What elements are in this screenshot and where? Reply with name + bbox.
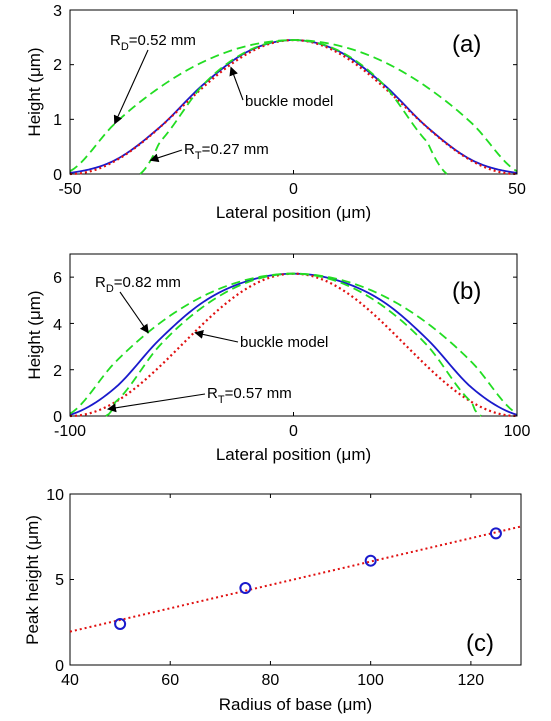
panel-b-xtick-label: -100	[54, 423, 86, 440]
panel-a-annotation-arrow	[229, 66, 244, 101]
panel-a-rd-annotation: RD=0.52 mm	[110, 32, 196, 53]
panel-c-data-point	[239, 582, 252, 595]
panel-c-xtick-label: 60	[161, 672, 179, 689]
panel-c-xtick-label: 100	[357, 672, 384, 689]
panel-c-fit-line	[69, 525, 522, 633]
panel-c-data-point	[114, 617, 127, 630]
panel-b-ytick-label: 6	[53, 270, 62, 287]
panel-a-label: (a)	[452, 31, 481, 58]
panel-b-rd-annotation: RD=0.82 mm	[95, 274, 181, 295]
panel-b-series-rt	[105, 272, 482, 417]
panel-a-series-rt	[139, 39, 448, 175]
panel-a-ytick-label: 1	[53, 112, 62, 129]
panel-b-xtick-label: 100	[504, 423, 531, 440]
panel-b-chart: 0 2 4 6 -100 0 100 Lateral position (μm)…	[25, 253, 531, 464]
panel-a-ytick-label: 3	[53, 3, 62, 20]
panel-c-data-point	[489, 527, 502, 540]
panel-b-x-axis-label: Lateral position (μm)	[216, 445, 371, 464]
panel-c-xtick-label: 80	[262, 672, 280, 689]
panel-b-y-axis-label: Height (μm)	[25, 290, 44, 379]
panel-b-annotation-arrow	[119, 291, 149, 334]
panel-c-x-axis-label: Radius of base (μm)	[219, 695, 372, 714]
panel-c-xtick-label: 120	[457, 672, 484, 689]
panel-c-label: (c)	[466, 630, 494, 657]
panel-b-ytick-label: 2	[53, 363, 62, 380]
panel-b-rt-annotation: RT=0.57 mm	[207, 385, 292, 406]
panel-c-xtick-label: 40	[61, 672, 79, 689]
panel-b-label: (b)	[452, 278, 481, 305]
panel-b-ytick-label: 0	[53, 409, 62, 426]
panel-c-ytick-label: 0	[55, 658, 64, 675]
panel-c-ytick-label: 5	[55, 572, 64, 589]
panel-a-y-axis-label: Height (μm)	[25, 47, 44, 136]
panel-a-xtick-label: 50	[508, 181, 526, 198]
panel-c-y-axis-label: Peak height (μm)	[23, 515, 42, 645]
panel-a-ytick-label: 0	[53, 167, 62, 184]
panel-a-annotation-arrow	[113, 49, 149, 125]
panel-c-ytick-label: 10	[46, 487, 64, 504]
panel-b-xtick-label: 0	[289, 423, 298, 440]
panel-a-ytick-label: 2	[53, 57, 62, 74]
panel-a-rt-annotation: RT=0.27 mm	[184, 141, 269, 162]
panel-c-data-point	[364, 554, 377, 567]
panel-a-xtick-label: 0	[289, 181, 298, 198]
panel-a-buckle-annotation: buckle model	[245, 93, 333, 110]
panel-a-chart: 0 1 2 3 -50 0 50 Lateral position (μm) H…	[25, 3, 526, 222]
panel-b-buckle-annotation: buckle model	[240, 334, 328, 351]
panel-a-annotation-arrow	[149, 149, 183, 163]
panel-c-chart: 0 5 10 40 60 80 100 120 Radius of base (…	[23, 487, 522, 714]
panel-b-ytick-label: 4	[53, 317, 62, 334]
panel-a-xtick-label: -50	[58, 181, 81, 198]
panel-b-annotation-arrow	[107, 393, 206, 413]
panel-a-x-axis-label: Lateral position (μm)	[216, 203, 371, 222]
panel-b-annotation-arrow	[194, 329, 239, 343]
